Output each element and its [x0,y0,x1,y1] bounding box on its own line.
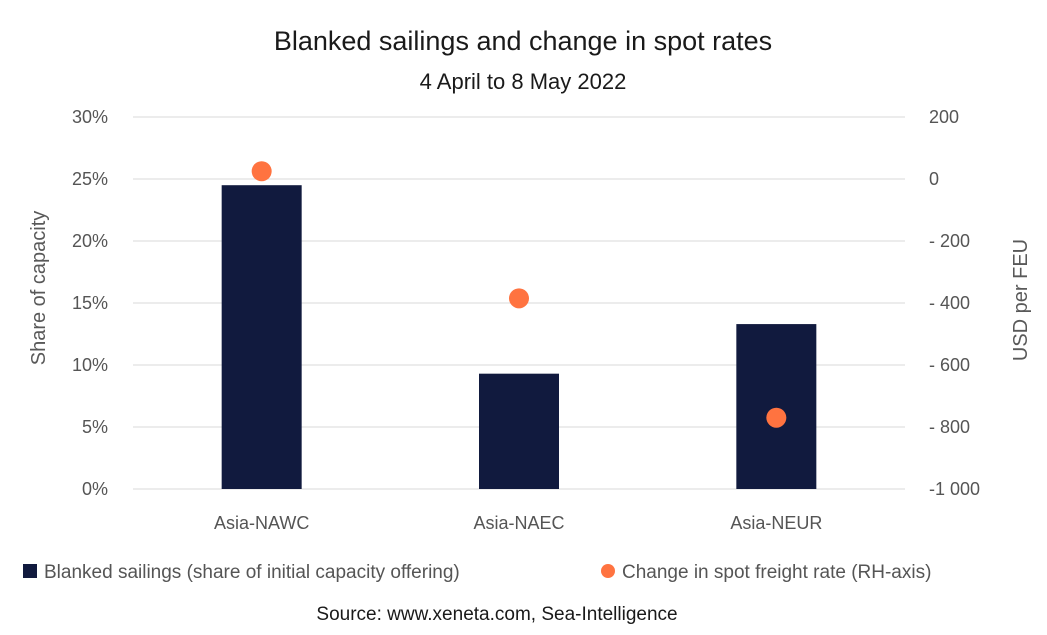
y2-tick-label: 200 [929,107,959,127]
y-tick-label: 30% [72,107,108,127]
source-note: Source: www.xeneta.com, Sea-Intelligence [316,604,677,625]
y-tick-label: 5% [82,417,108,437]
dot-series [251,161,787,428]
dot [766,407,787,428]
legend-bar-swatch [23,564,37,578]
y2-tick-label: - 600 [929,355,970,375]
y2-axis-label: USD per FEU [1010,239,1032,361]
bar-series [221,185,817,489]
bar [479,373,559,489]
category-label: Asia-NAEC [473,513,564,533]
legend: Blanked sailings (share of initial capac… [23,562,931,583]
y-tick-label: 10% [72,355,108,375]
legend-dot-swatch [601,564,615,578]
y2-tick-label: - 200 [929,231,970,251]
category-label: Asia-NEUR [730,513,822,533]
y2-tick-label: 0 [929,169,939,189]
left-axis-ticks: 0% 5% 10% 15% 20% 25% 30% [72,107,108,499]
y-tick-label: 20% [72,231,108,251]
y2-tick-label: - 400 [929,293,970,313]
legend-bar-label: Blanked sailings (share of initial capac… [44,562,460,583]
y-axis-label: Share of capacity [28,211,50,366]
y-tick-label: 0% [82,479,108,499]
y-tick-label: 25% [72,169,108,189]
chart-title: Blanked sailings and change in spot rate… [274,26,772,56]
right-axis-ticks: -1 000 - 800 - 600 - 400 - 200 0 200 [929,107,980,499]
category-label: Asia-NAWC [214,513,309,533]
dot [509,288,529,309]
bar [736,324,817,489]
bar [221,185,302,489]
chart-subtitle: 4 April to 8 May 2022 [420,69,627,94]
y2-tick-label: - 800 [929,417,970,437]
legend-dot-label: Change in spot freight rate (RH-axis) [622,562,931,583]
dot [251,161,272,182]
y2-tick-label: -1 000 [929,479,980,499]
y-tick-label: 15% [72,293,108,313]
category-labels: Asia-NAWC Asia-NAEC Asia-NEUR [214,513,822,533]
